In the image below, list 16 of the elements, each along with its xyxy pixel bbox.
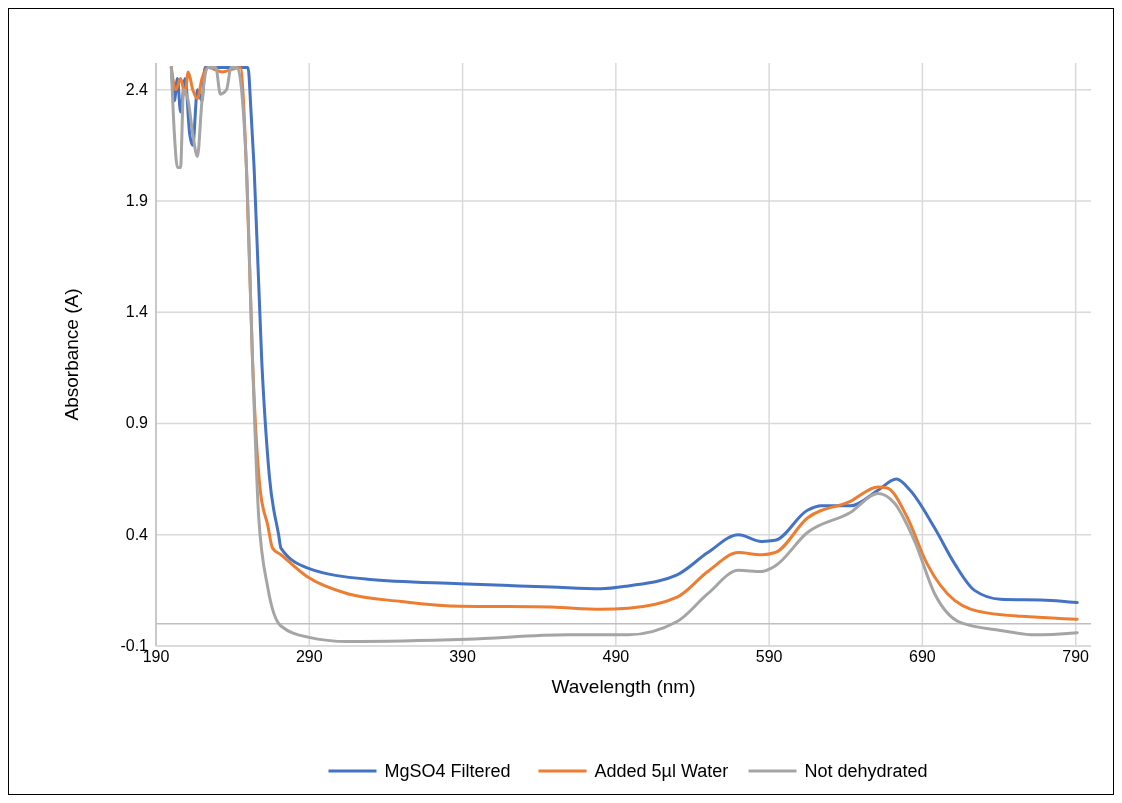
x-tick-label: 290 [295, 648, 323, 665]
x-axis-title: Wavelength (nm) [551, 676, 696, 697]
x-tick-label: 490 [602, 648, 630, 665]
y-tick-label: 1.4 [125, 303, 149, 321]
legend-label: Added 5µl Water [594, 761, 729, 781]
y-tick-label: 0.4 [125, 525, 149, 543]
y-axis-title: Absorbance (A) [61, 288, 82, 421]
y-tick-label: 1.9 [125, 191, 149, 209]
x-tick-label: 790 [1062, 648, 1090, 665]
legend-label: MgSO4 Filtered [384, 761, 511, 781]
x-tick-label: 690 [909, 648, 936, 665]
legend-label: Not dehydrated [804, 761, 928, 781]
y-tick-label: 0.9 [125, 414, 149, 432]
x-tick-label: 590 [755, 648, 783, 665]
y-tick-label: 2.4 [125, 80, 149, 98]
x-tick-label: 390 [449, 648, 476, 665]
